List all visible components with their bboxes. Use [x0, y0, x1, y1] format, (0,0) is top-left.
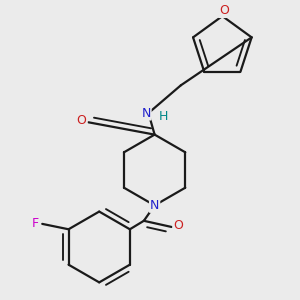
- Text: O: O: [173, 219, 183, 232]
- Text: N: N: [150, 199, 159, 212]
- Text: N: N: [141, 106, 151, 120]
- Text: F: F: [32, 218, 39, 230]
- Text: H: H: [158, 110, 168, 123]
- Text: O: O: [219, 4, 229, 17]
- Text: O: O: [77, 114, 87, 127]
